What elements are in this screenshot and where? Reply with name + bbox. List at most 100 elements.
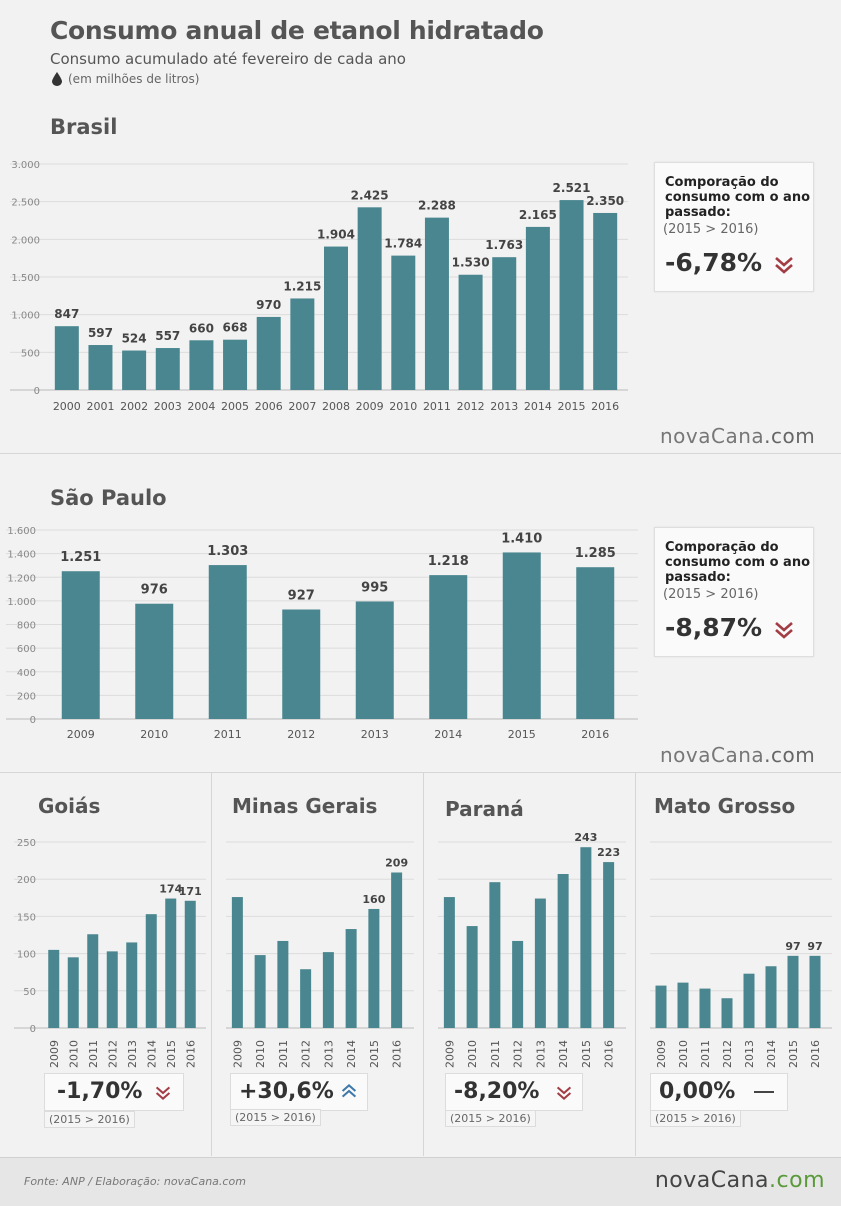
x-tick-label: 2002 xyxy=(120,400,148,413)
brand-logo-saopaulo: novaCana.com xyxy=(660,743,816,767)
x-tick-label: 2013 xyxy=(361,728,389,741)
bar xyxy=(61,571,100,719)
y-tick-label: 50 xyxy=(23,987,36,998)
region-title-goias: Goiás xyxy=(38,794,101,818)
data-label: 2.165 xyxy=(519,208,557,222)
double-chevron-down-icon xyxy=(775,257,793,274)
bar xyxy=(512,940,524,1028)
x-tick-label: 2015 xyxy=(580,1040,593,1068)
x-tick-label: 2010 xyxy=(254,1040,267,1068)
comparison-heading: Comporação do consumo com o ano passado: xyxy=(665,175,811,220)
comparison-period: (2015 > 2016) xyxy=(663,587,759,602)
x-tick-label: 2016 xyxy=(391,1040,404,1068)
x-tick-label: 2011 xyxy=(277,1040,290,1068)
data-label: 1.784 xyxy=(384,237,422,251)
y-tick-label: 800 xyxy=(17,621,36,632)
y-tick-label: 1.000 xyxy=(7,597,36,608)
change-value-parana: -8,20% xyxy=(454,1079,540,1104)
bar xyxy=(145,914,157,1028)
x-tick-label: 2010 xyxy=(466,1040,479,1068)
data-label: 1.285 xyxy=(575,546,616,561)
data-label: 97 xyxy=(807,940,822,953)
data-label: 223 xyxy=(597,846,620,859)
bar xyxy=(391,872,403,1028)
x-tick-label: 2016 xyxy=(603,1040,616,1068)
x-tick-label: 2012 xyxy=(721,1040,734,1068)
bar xyxy=(208,565,247,719)
double-chevron-down-icon xyxy=(155,1086,171,1100)
comparison-value-saopaulo: -8,87% xyxy=(665,613,763,642)
bar xyxy=(593,212,618,390)
data-label: 2.521 xyxy=(553,181,591,195)
x-tick-label: 2009 xyxy=(67,728,95,741)
data-label: 1.251 xyxy=(60,550,101,565)
y-tick-label: 1.400 xyxy=(7,550,36,561)
y-tick-label: 1.600 xyxy=(7,526,36,537)
data-label: 597 xyxy=(88,326,113,340)
x-tick-label: 2013 xyxy=(490,400,518,413)
x-tick-label: 2003 xyxy=(154,400,182,413)
source-note: Fonte: ANP / Elaboração: novaCana.com xyxy=(24,1175,246,1188)
x-tick-label: 2009 xyxy=(48,1040,61,1068)
y-tick-label: 200 xyxy=(17,691,36,702)
page-subtitle: Consumo acumulado até fevereiro de cada … xyxy=(50,50,406,68)
bar xyxy=(184,900,196,1028)
x-tick-label: 2012 xyxy=(457,400,485,413)
bar xyxy=(165,898,177,1028)
x-tick-label: 2010 xyxy=(67,1040,80,1068)
bar xyxy=(765,966,777,1028)
panel-saopaulo xyxy=(0,453,841,773)
change-period-minas: (2015 > 2016) xyxy=(230,1109,321,1126)
bar xyxy=(699,988,711,1028)
bar xyxy=(48,949,60,1028)
data-label: 2.425 xyxy=(351,188,389,202)
bar xyxy=(655,985,667,1028)
y-tick-label: 150 xyxy=(17,912,36,923)
region-title-parana: Paraná xyxy=(445,797,524,821)
comparison-box-saopaulo: Comporação do consumo com o ano passado:… xyxy=(654,527,814,657)
bar xyxy=(155,348,180,390)
bar xyxy=(106,951,118,1028)
bar xyxy=(489,882,501,1028)
y-tick-label: 400 xyxy=(17,668,36,679)
y-tick-label: 0 xyxy=(30,1024,36,1035)
region-title-minas: Minas Gerais xyxy=(232,794,378,818)
x-tick-label: 2015 xyxy=(787,1040,800,1068)
change-period-matogrosso: (2015 > 2016) xyxy=(650,1110,741,1127)
data-label: 524 xyxy=(122,332,147,346)
x-tick-label: 2016 xyxy=(184,1040,197,1068)
divider xyxy=(635,772,636,1156)
x-tick-label: 2015 xyxy=(558,400,586,413)
data-label: 1.303 xyxy=(207,544,248,559)
bar xyxy=(135,603,174,719)
data-label: 970 xyxy=(256,298,281,312)
chart-matogrosso: 2009 2010 2011 2012 2013 2014 97 2015 97 2016 xyxy=(650,841,832,1068)
page-title: Consumo anual de etanol hidratado xyxy=(50,16,544,45)
bar xyxy=(576,567,615,719)
divider xyxy=(211,772,212,1156)
chart-parana: 2009 2010 2011 2012 2013 2014 243 2015 223 2016 xyxy=(438,831,626,1068)
data-label: 1.763 xyxy=(485,238,523,252)
bar xyxy=(534,898,546,1028)
y-tick-label: 2.500 xyxy=(11,198,40,209)
x-tick-label: 2014 xyxy=(524,400,552,413)
y-tick-label: 0 xyxy=(30,715,36,726)
x-tick-label: 2011 xyxy=(699,1040,712,1068)
data-label: 1.215 xyxy=(283,279,321,293)
bar xyxy=(368,908,380,1028)
x-tick-label: 2009 xyxy=(655,1040,668,1068)
x-tick-label: 2009 xyxy=(356,400,384,413)
bar xyxy=(721,998,733,1028)
x-tick-label: 2016 xyxy=(591,400,619,413)
x-tick-label: 2006 xyxy=(255,400,283,413)
bar xyxy=(282,609,321,719)
x-tick-label: 2009 xyxy=(231,1040,244,1068)
bar xyxy=(300,969,312,1028)
data-label: 1.904 xyxy=(317,228,355,242)
bar xyxy=(466,926,478,1028)
bar xyxy=(677,982,689,1028)
y-tick-label: 200 xyxy=(17,875,36,886)
data-label: 97 xyxy=(785,940,800,953)
bar xyxy=(322,952,334,1028)
unit-label: (em milhões de litros) xyxy=(68,72,200,86)
